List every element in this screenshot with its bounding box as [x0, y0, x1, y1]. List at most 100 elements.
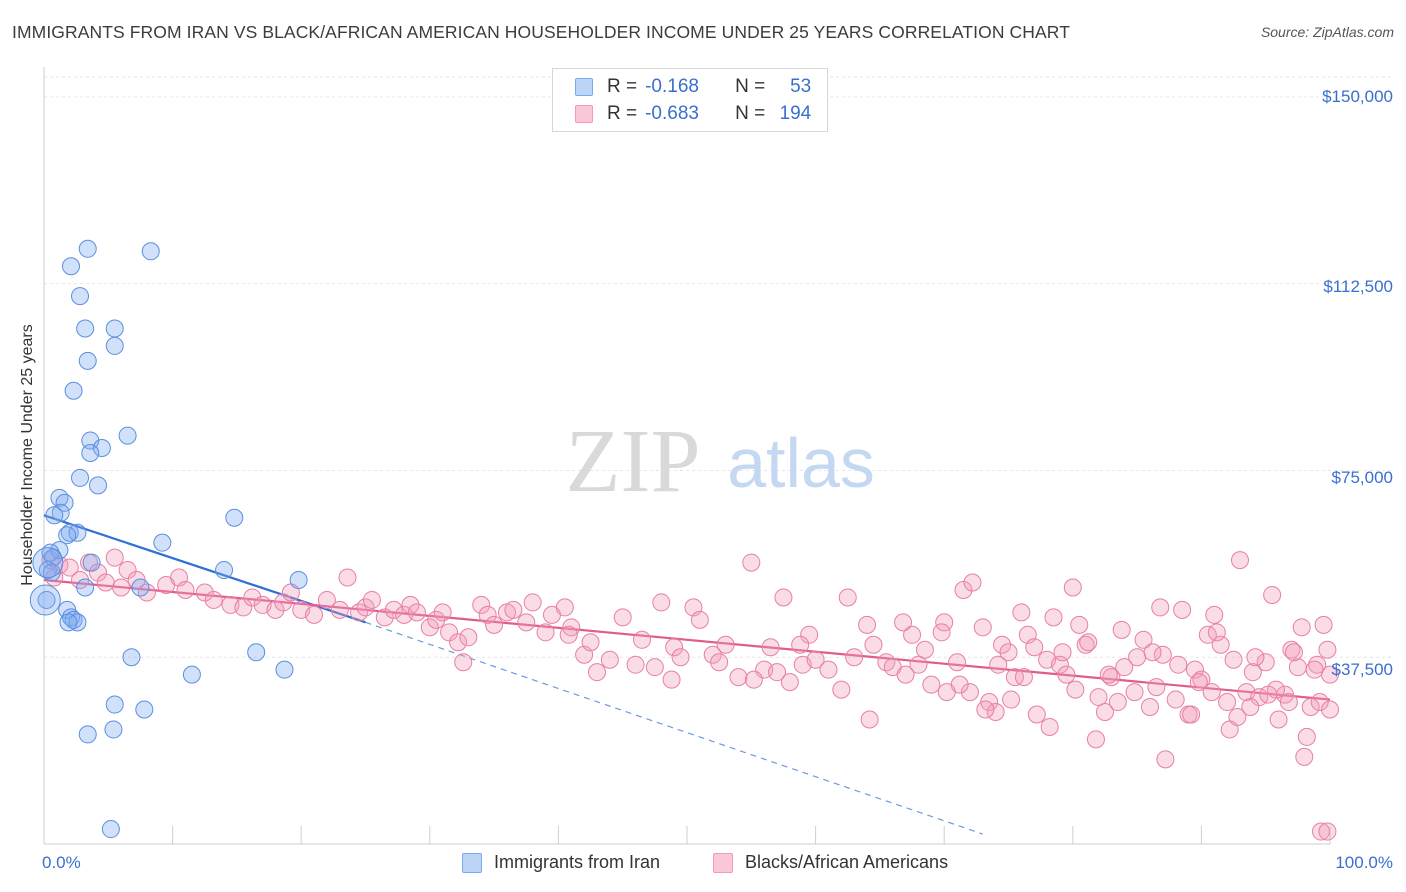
y-tick-label: $112,500	[1323, 277, 1393, 296]
data-point-black	[1241, 698, 1260, 717]
data-point-black	[1128, 648, 1147, 667]
data-point-black	[761, 638, 780, 657]
legend-n-value: 194	[779, 103, 812, 124]
data-point-black	[96, 573, 115, 592]
data-point-black	[1308, 655, 1327, 674]
data-point-iran	[89, 476, 108, 495]
data-point-black	[1192, 670, 1211, 689]
legend-n-label: N =	[735, 76, 766, 97]
data-point-iran	[78, 725, 97, 744]
watermark-atlas: atlas	[727, 424, 875, 502]
data-point-black	[954, 580, 973, 599]
data-point-black	[195, 583, 214, 602]
correlation-legend: R = -0.168 N = 53 R = -0.683 N = 194	[552, 68, 828, 132]
data-point-black	[559, 625, 578, 644]
data-point-black	[1263, 585, 1282, 604]
data-point-black	[112, 578, 131, 597]
data-point-black	[562, 618, 581, 637]
trend-line-iran-extension	[365, 621, 983, 835]
data-point-black	[1224, 650, 1243, 669]
data-point-black	[401, 595, 420, 614]
data-point-black	[1297, 727, 1316, 746]
data-point-black	[1205, 605, 1224, 624]
series-immigrants-from-iran	[29, 239, 308, 839]
data-point-black	[903, 625, 922, 644]
data-point-black	[1153, 645, 1172, 664]
data-point-black	[1108, 693, 1127, 712]
data-point-black	[922, 675, 941, 694]
data-point-black	[600, 650, 619, 669]
data-point-iran	[32, 547, 64, 579]
data-point-black	[1301, 698, 1320, 717]
data-point-iran	[118, 426, 137, 445]
bottom-legend-black: Blacks/African Americans	[713, 852, 948, 873]
data-point-iran	[62, 257, 81, 276]
data-point-black	[973, 618, 992, 637]
data-point-black	[1156, 750, 1175, 769]
data-point-black	[1140, 698, 1159, 717]
data-point-black	[729, 668, 748, 687]
data-point-black	[838, 588, 857, 607]
data-point-black	[1076, 635, 1095, 654]
legend-row-iran: R = -0.168 N = 53	[575, 76, 811, 98]
legend-n-value: 53	[790, 76, 812, 97]
data-point-black	[703, 645, 722, 664]
data-point-black	[1099, 665, 1118, 684]
data-point-iran	[82, 553, 101, 572]
data-point-black	[204, 590, 223, 609]
data-point-iran	[225, 508, 244, 527]
bottom-legend-label: Immigrants from Iran	[494, 852, 661, 872]
data-point-black	[1014, 668, 1033, 687]
data-point-black	[989, 655, 1008, 674]
data-point-black	[1166, 690, 1185, 709]
data-point-black	[317, 590, 336, 609]
data-point-iran	[135, 700, 154, 719]
data-point-black	[710, 653, 729, 672]
data-point-iran	[68, 523, 87, 542]
data-point-black	[632, 630, 651, 649]
data-point-black	[1259, 685, 1278, 704]
data-point-black	[780, 673, 799, 692]
data-point-black	[858, 615, 877, 634]
data-point-iran	[153, 533, 172, 552]
data-point-black	[440, 623, 459, 642]
data-point-black	[832, 680, 851, 699]
data-point-black	[118, 561, 137, 580]
data-point-black	[1134, 630, 1153, 649]
data-point-black	[1292, 618, 1311, 637]
data-point-iran	[64, 381, 83, 400]
data-point-iran	[55, 493, 74, 512]
bottom-legend-swatch-pink	[713, 852, 733, 873]
data-point-black	[243, 588, 262, 607]
data-point-black	[1256, 653, 1275, 672]
data-point-black	[1012, 603, 1031, 622]
data-point-black	[375, 608, 394, 627]
legend-swatch-blue	[575, 78, 593, 96]
data-point-iran	[122, 648, 141, 667]
data-point-black	[976, 700, 995, 719]
bottom-legend-iran: Immigrants from Iran	[462, 852, 660, 873]
data-point-black	[937, 683, 956, 702]
watermark-zip: ZIP	[566, 412, 701, 511]
data-point-black	[1173, 600, 1192, 619]
data-point-iran	[92, 439, 111, 458]
y-tick-label: $150,000	[1322, 87, 1393, 106]
data-point-black	[690, 610, 709, 629]
data-point-iran	[59, 613, 78, 632]
data-point-black	[662, 670, 681, 689]
data-point-black	[384, 600, 403, 619]
data-point-black	[1095, 703, 1114, 722]
data-point-iran	[104, 720, 123, 739]
data-point-black	[1147, 678, 1166, 697]
x-tick-label-min: 0.0%	[42, 853, 81, 872]
data-point-iran	[68, 613, 87, 632]
data-point-black	[909, 655, 928, 674]
data-point-black	[791, 635, 810, 654]
data-point-iran	[105, 336, 124, 355]
data-point-black	[1282, 640, 1301, 659]
data-point-black	[1218, 693, 1237, 712]
data-point-black	[176, 580, 195, 599]
data-point-black	[472, 595, 491, 614]
data-point-iran	[289, 571, 308, 590]
